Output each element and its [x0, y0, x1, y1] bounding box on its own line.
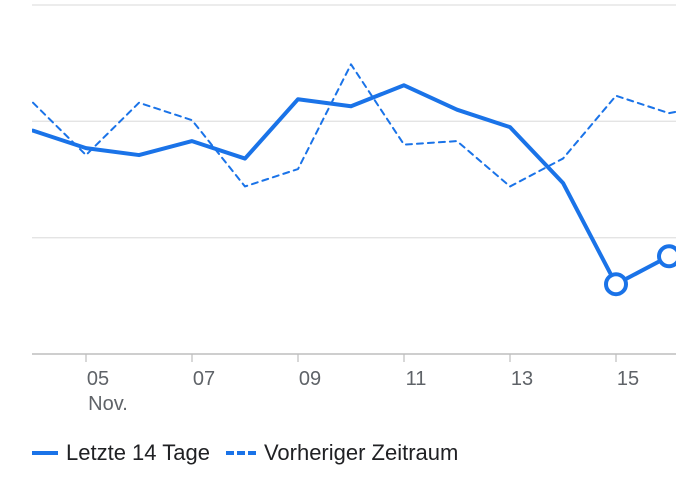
x-month-label: Nov. [88, 393, 128, 415]
x-tick-label: 11 [406, 368, 427, 390]
legend-label-previous: Vorheriger Zeitraum [263, 440, 459, 465]
x-tick-label: 13 [511, 368, 533, 390]
data-point-marker [604, 272, 628, 297]
series-line-current [32, 83, 676, 287]
legend-label-current: Letzte 14 Tage [66, 440, 210, 465]
chart-legend: Letzte 14 Tage Vorheriger Zeitraum [32, 440, 474, 466]
legend-item-previous[interactable]: Vorheriger Zeitraum [225, 440, 459, 466]
x-tick-label: 15 [617, 368, 639, 390]
x-tick-label: 07 [193, 368, 215, 390]
legend-dashed-line-icon [225, 451, 256, 455]
legend-item-current[interactable]: Letzte 14 Tage [32, 440, 210, 466]
x-tick-label: 05 [87, 368, 109, 390]
series-line-previous [32, 63, 676, 188]
x-tick-label: 09 [299, 368, 321, 390]
legend-solid-line-icon [32, 451, 58, 455]
data-point-marker [657, 244, 676, 269]
